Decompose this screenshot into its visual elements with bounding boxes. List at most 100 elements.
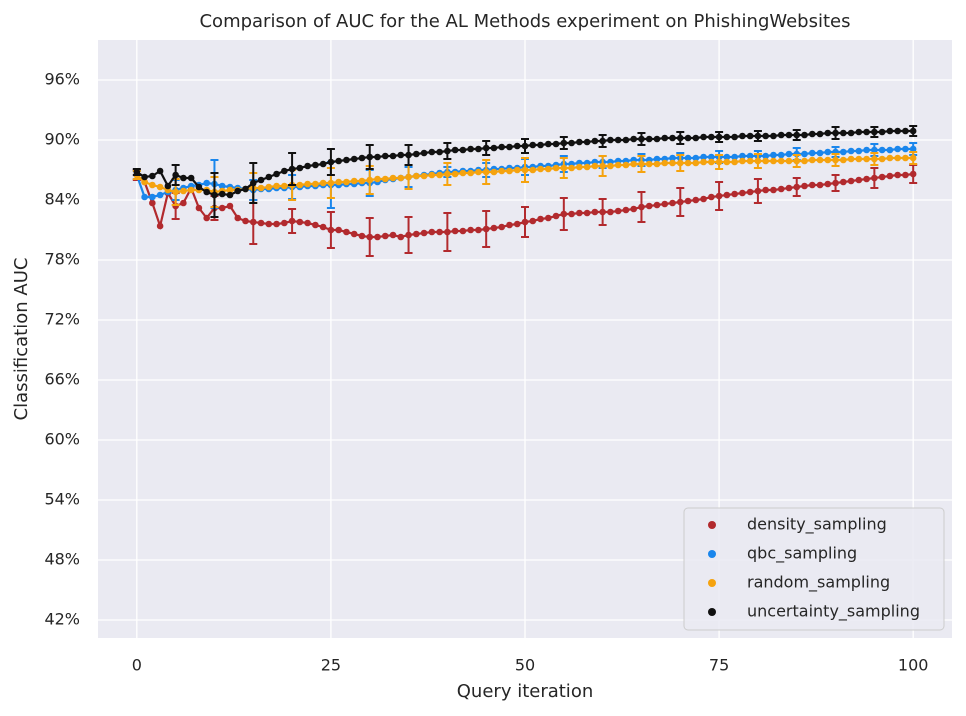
data-point (878, 173, 886, 181)
data-point (141, 178, 148, 186)
y-tick-label: 42% (44, 610, 80, 629)
legend-box (683, 507, 945, 631)
data-point (451, 227, 459, 235)
data-point (684, 154, 692, 162)
data-point (343, 178, 350, 186)
data-point (226, 191, 234, 199)
data-point (708, 158, 715, 166)
data-point (692, 196, 700, 204)
data-point (475, 145, 482, 153)
data-point (475, 168, 482, 176)
data-point (801, 182, 808, 190)
data-point (777, 185, 785, 193)
error-bar (443, 212, 452, 252)
data-point (863, 175, 870, 183)
data-point (374, 233, 381, 241)
x-tick-label: 100 (898, 656, 929, 675)
data-point (847, 155, 855, 163)
data-point (358, 232, 366, 240)
error-bar (715, 181, 724, 211)
data-point (785, 131, 793, 139)
y-tick-label: 60% (44, 430, 80, 449)
data-point (739, 189, 746, 197)
error-bar (792, 154, 801, 168)
error-bar (753, 130, 762, 142)
data-point (180, 174, 187, 182)
data-point (630, 205, 637, 213)
data-point (273, 170, 280, 178)
data-point (645, 160, 653, 168)
data-point (855, 155, 863, 163)
y-axis-label: Classification AUC (11, 258, 32, 421)
data-point (840, 129, 847, 137)
data-point (708, 133, 715, 141)
data-point (700, 133, 707, 141)
data-point (226, 202, 234, 210)
data-point (653, 201, 661, 209)
data-point (312, 221, 319, 229)
data-point (358, 177, 366, 185)
data-point (428, 148, 436, 156)
legend-marker (708, 608, 716, 616)
series (132, 164, 918, 257)
error-bar (676, 131, 685, 145)
error-bar (831, 174, 840, 192)
x-axis-label: Query iteration (457, 681, 593, 702)
error-bar (521, 138, 529, 154)
data-point (436, 171, 443, 179)
data-point (591, 137, 599, 145)
data-point (358, 154, 366, 162)
data-point (180, 199, 187, 207)
data-point (319, 223, 327, 231)
data-point (801, 150, 808, 158)
data-point (824, 156, 832, 164)
data-point (746, 132, 754, 140)
error-bar (792, 177, 801, 197)
x-tick-label: 50 (515, 656, 535, 675)
data-point (296, 181, 304, 189)
data-point (265, 173, 273, 181)
data-point (374, 175, 381, 183)
data-point (894, 171, 901, 179)
data-point (622, 161, 630, 169)
error-bar (831, 126, 840, 140)
data-point (413, 172, 420, 180)
data-point (777, 157, 785, 165)
data-point (653, 135, 661, 143)
data-point (242, 217, 249, 225)
data-point (894, 145, 901, 153)
data-point (389, 231, 397, 239)
data-point (863, 128, 870, 136)
data-point (467, 169, 474, 177)
data-point (886, 172, 894, 180)
legend-label: uncertainty_sampling (747, 602, 920, 622)
data-point (490, 144, 498, 152)
data-point (498, 223, 506, 231)
error-bar (404, 144, 413, 166)
data-point (669, 159, 676, 167)
data-point (731, 153, 738, 161)
data-point (149, 181, 156, 189)
data-point (475, 226, 482, 234)
error-bar (521, 206, 529, 238)
error-bar (792, 129, 801, 141)
data-point (762, 132, 769, 140)
data-point (607, 162, 614, 170)
data-point (374, 153, 381, 161)
data-point (156, 222, 164, 230)
data-point (459, 169, 467, 177)
data-point (894, 127, 901, 135)
error-bar (443, 162, 452, 186)
data-point (537, 165, 544, 173)
data-point (692, 154, 700, 162)
error-bar (443, 142, 452, 160)
data-point (451, 170, 459, 178)
data-point (739, 157, 746, 165)
y-tick-label: 78% (44, 250, 80, 269)
data-point (622, 136, 630, 144)
data-point (218, 182, 226, 190)
data-point (731, 133, 738, 141)
data-point (389, 174, 397, 182)
data-point (770, 186, 777, 194)
data-point (645, 202, 653, 210)
